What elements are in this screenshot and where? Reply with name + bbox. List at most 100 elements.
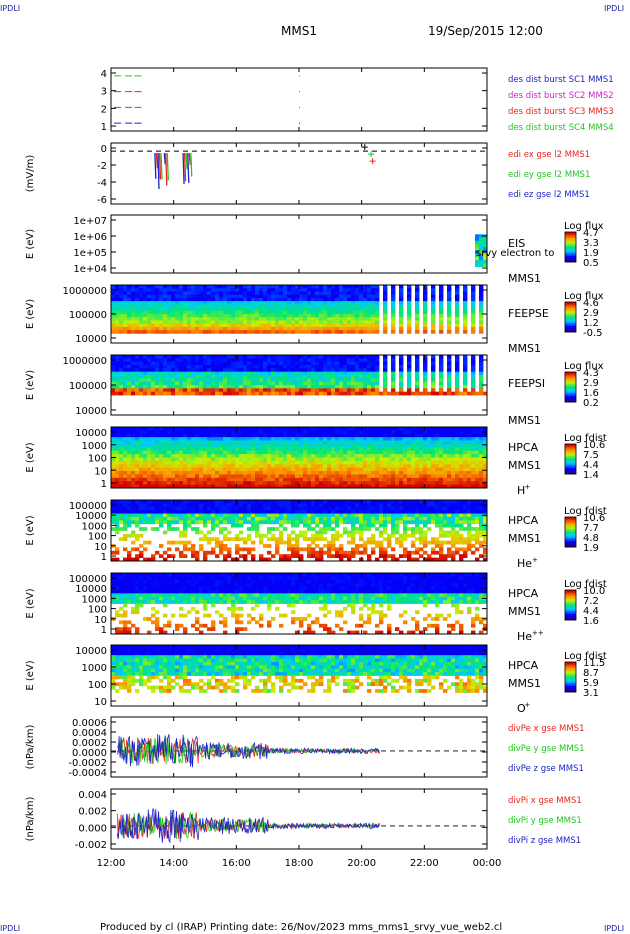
spectrogram-cell bbox=[399, 361, 404, 366]
spectrogram-cell bbox=[479, 310, 484, 315]
spectrogram-cell bbox=[299, 378, 304, 383]
spectrogram-cell bbox=[191, 375, 196, 379]
spectrogram-cell bbox=[471, 388, 476, 393]
spectrogram-cell bbox=[163, 301, 168, 305]
spectrogram-cell bbox=[159, 457, 164, 462]
spectrogram-cell bbox=[271, 554, 276, 559]
spectrogram-cell bbox=[355, 297, 360, 302]
spectrogram-cell bbox=[383, 481, 388, 486]
spectrogram-cell bbox=[203, 320, 208, 325]
spectrogram-cell bbox=[179, 285, 184, 289]
spectrogram-cell bbox=[219, 323, 224, 328]
spectrogram-cell bbox=[439, 355, 444, 359]
spectrogram-cell bbox=[327, 467, 332, 472]
spectrogram-cell bbox=[231, 297, 236, 302]
spectrogram-cell bbox=[227, 513, 232, 518]
spectrogram-cell bbox=[215, 385, 220, 389]
spectrogram-cell bbox=[315, 358, 320, 363]
spectrogram-cell bbox=[471, 371, 476, 376]
spectrogram-cell bbox=[179, 307, 184, 312]
spectrogram-cell bbox=[323, 317, 328, 321]
spectrogram-cell bbox=[279, 368, 284, 373]
spectrogram-cell bbox=[295, 544, 300, 548]
spectrogram-cell bbox=[287, 454, 292, 458]
spectrogram-cell bbox=[327, 484, 332, 489]
spectrogram-cell bbox=[407, 457, 412, 462]
spectrogram-cell bbox=[239, 297, 244, 302]
spectrogram-cell bbox=[351, 533, 356, 538]
spectrogram-cell bbox=[191, 500, 196, 504]
spectrogram-cell bbox=[319, 427, 324, 431]
spectrogram-cell bbox=[275, 375, 280, 379]
spectrogram-cell bbox=[191, 385, 196, 389]
spectrogram-cell bbox=[275, 355, 280, 359]
spectrogram-cell bbox=[339, 378, 344, 383]
spectrogram-cell bbox=[215, 381, 220, 386]
spectrogram-cell bbox=[299, 388, 304, 393]
spectrogram-cell bbox=[127, 447, 132, 452]
spectrogram-cell bbox=[211, 320, 216, 325]
spectrogram-cell bbox=[199, 450, 204, 455]
spectrogram-cell bbox=[259, 437, 264, 441]
spectrogram-cell bbox=[191, 516, 196, 521]
spectrogram-cell bbox=[139, 323, 144, 328]
spectrogram-cell bbox=[123, 450, 128, 455]
spectrogram-cell bbox=[231, 477, 236, 482]
spectrogram-cell bbox=[291, 427, 296, 431]
spectrogram-cell bbox=[371, 371, 376, 376]
spectrogram-cell bbox=[351, 371, 356, 376]
spectrogram-cell bbox=[139, 307, 144, 312]
spectrogram-cell bbox=[159, 297, 164, 302]
spectrogram-cell bbox=[419, 481, 424, 486]
spectrogram-cell bbox=[363, 430, 368, 435]
spectrogram-cell bbox=[355, 430, 360, 435]
spectrogram-cell bbox=[339, 310, 344, 315]
spectrogram-cell bbox=[271, 294, 276, 299]
spectrogram-cell bbox=[439, 317, 444, 321]
spectrogram-cell bbox=[331, 323, 336, 328]
spectrogram-cell bbox=[151, 484, 156, 489]
spectrogram-cell bbox=[327, 464, 332, 469]
spectrogram-cell bbox=[275, 500, 280, 504]
spectrogram-cell bbox=[303, 330, 308, 334]
spectrogram-cell bbox=[267, 513, 272, 518]
spectrogram-cell bbox=[279, 320, 284, 325]
spectrogram-cell bbox=[199, 381, 204, 386]
spectrogram-cell bbox=[155, 304, 160, 308]
spectrogram-cell bbox=[467, 471, 472, 475]
spectrogram-cell bbox=[259, 381, 264, 386]
spectrogram-cell bbox=[155, 358, 160, 363]
colorbar-cell bbox=[565, 306, 576, 309]
colorbar-cell bbox=[565, 318, 576, 321]
spectrogram-cell bbox=[231, 460, 236, 465]
spectrogram-cell bbox=[347, 307, 352, 312]
spectrogram-cell bbox=[147, 440, 152, 445]
spectrogram-cell bbox=[167, 433, 172, 438]
spectrogram-cell bbox=[335, 520, 340, 525]
spectrogram-cell bbox=[219, 457, 224, 462]
spectrogram-cell bbox=[155, 285, 160, 289]
spectrogram-cell bbox=[383, 467, 388, 472]
spectrogram-cell bbox=[255, 450, 260, 455]
spectrogram-cell bbox=[251, 285, 256, 289]
spectrogram-cell bbox=[355, 477, 360, 482]
spectrogram-cell bbox=[235, 375, 240, 379]
spectrogram-cell bbox=[383, 365, 388, 369]
spectrogram-cell bbox=[347, 440, 352, 445]
spectrogram-cell bbox=[267, 301, 272, 305]
spectrogram-cell bbox=[271, 513, 276, 518]
spectrogram-cell bbox=[135, 513, 140, 518]
spectrogram-cell bbox=[351, 388, 356, 393]
spectrogram-cell bbox=[339, 471, 344, 475]
spectrogram-cell bbox=[371, 430, 376, 435]
spectrogram-cell bbox=[479, 361, 484, 366]
spectrogram-cell bbox=[255, 381, 260, 386]
colorbar-cell bbox=[565, 400, 576, 403]
spectrogram-cell bbox=[179, 385, 184, 389]
spectrogram-cell bbox=[151, 430, 156, 435]
spectrogram-cell bbox=[387, 484, 392, 489]
spectrogram-cell bbox=[175, 291, 180, 296]
spectrogram-cell bbox=[327, 510, 332, 514]
spectrogram-cell bbox=[119, 510, 124, 514]
spectrogram-cell bbox=[303, 365, 308, 369]
